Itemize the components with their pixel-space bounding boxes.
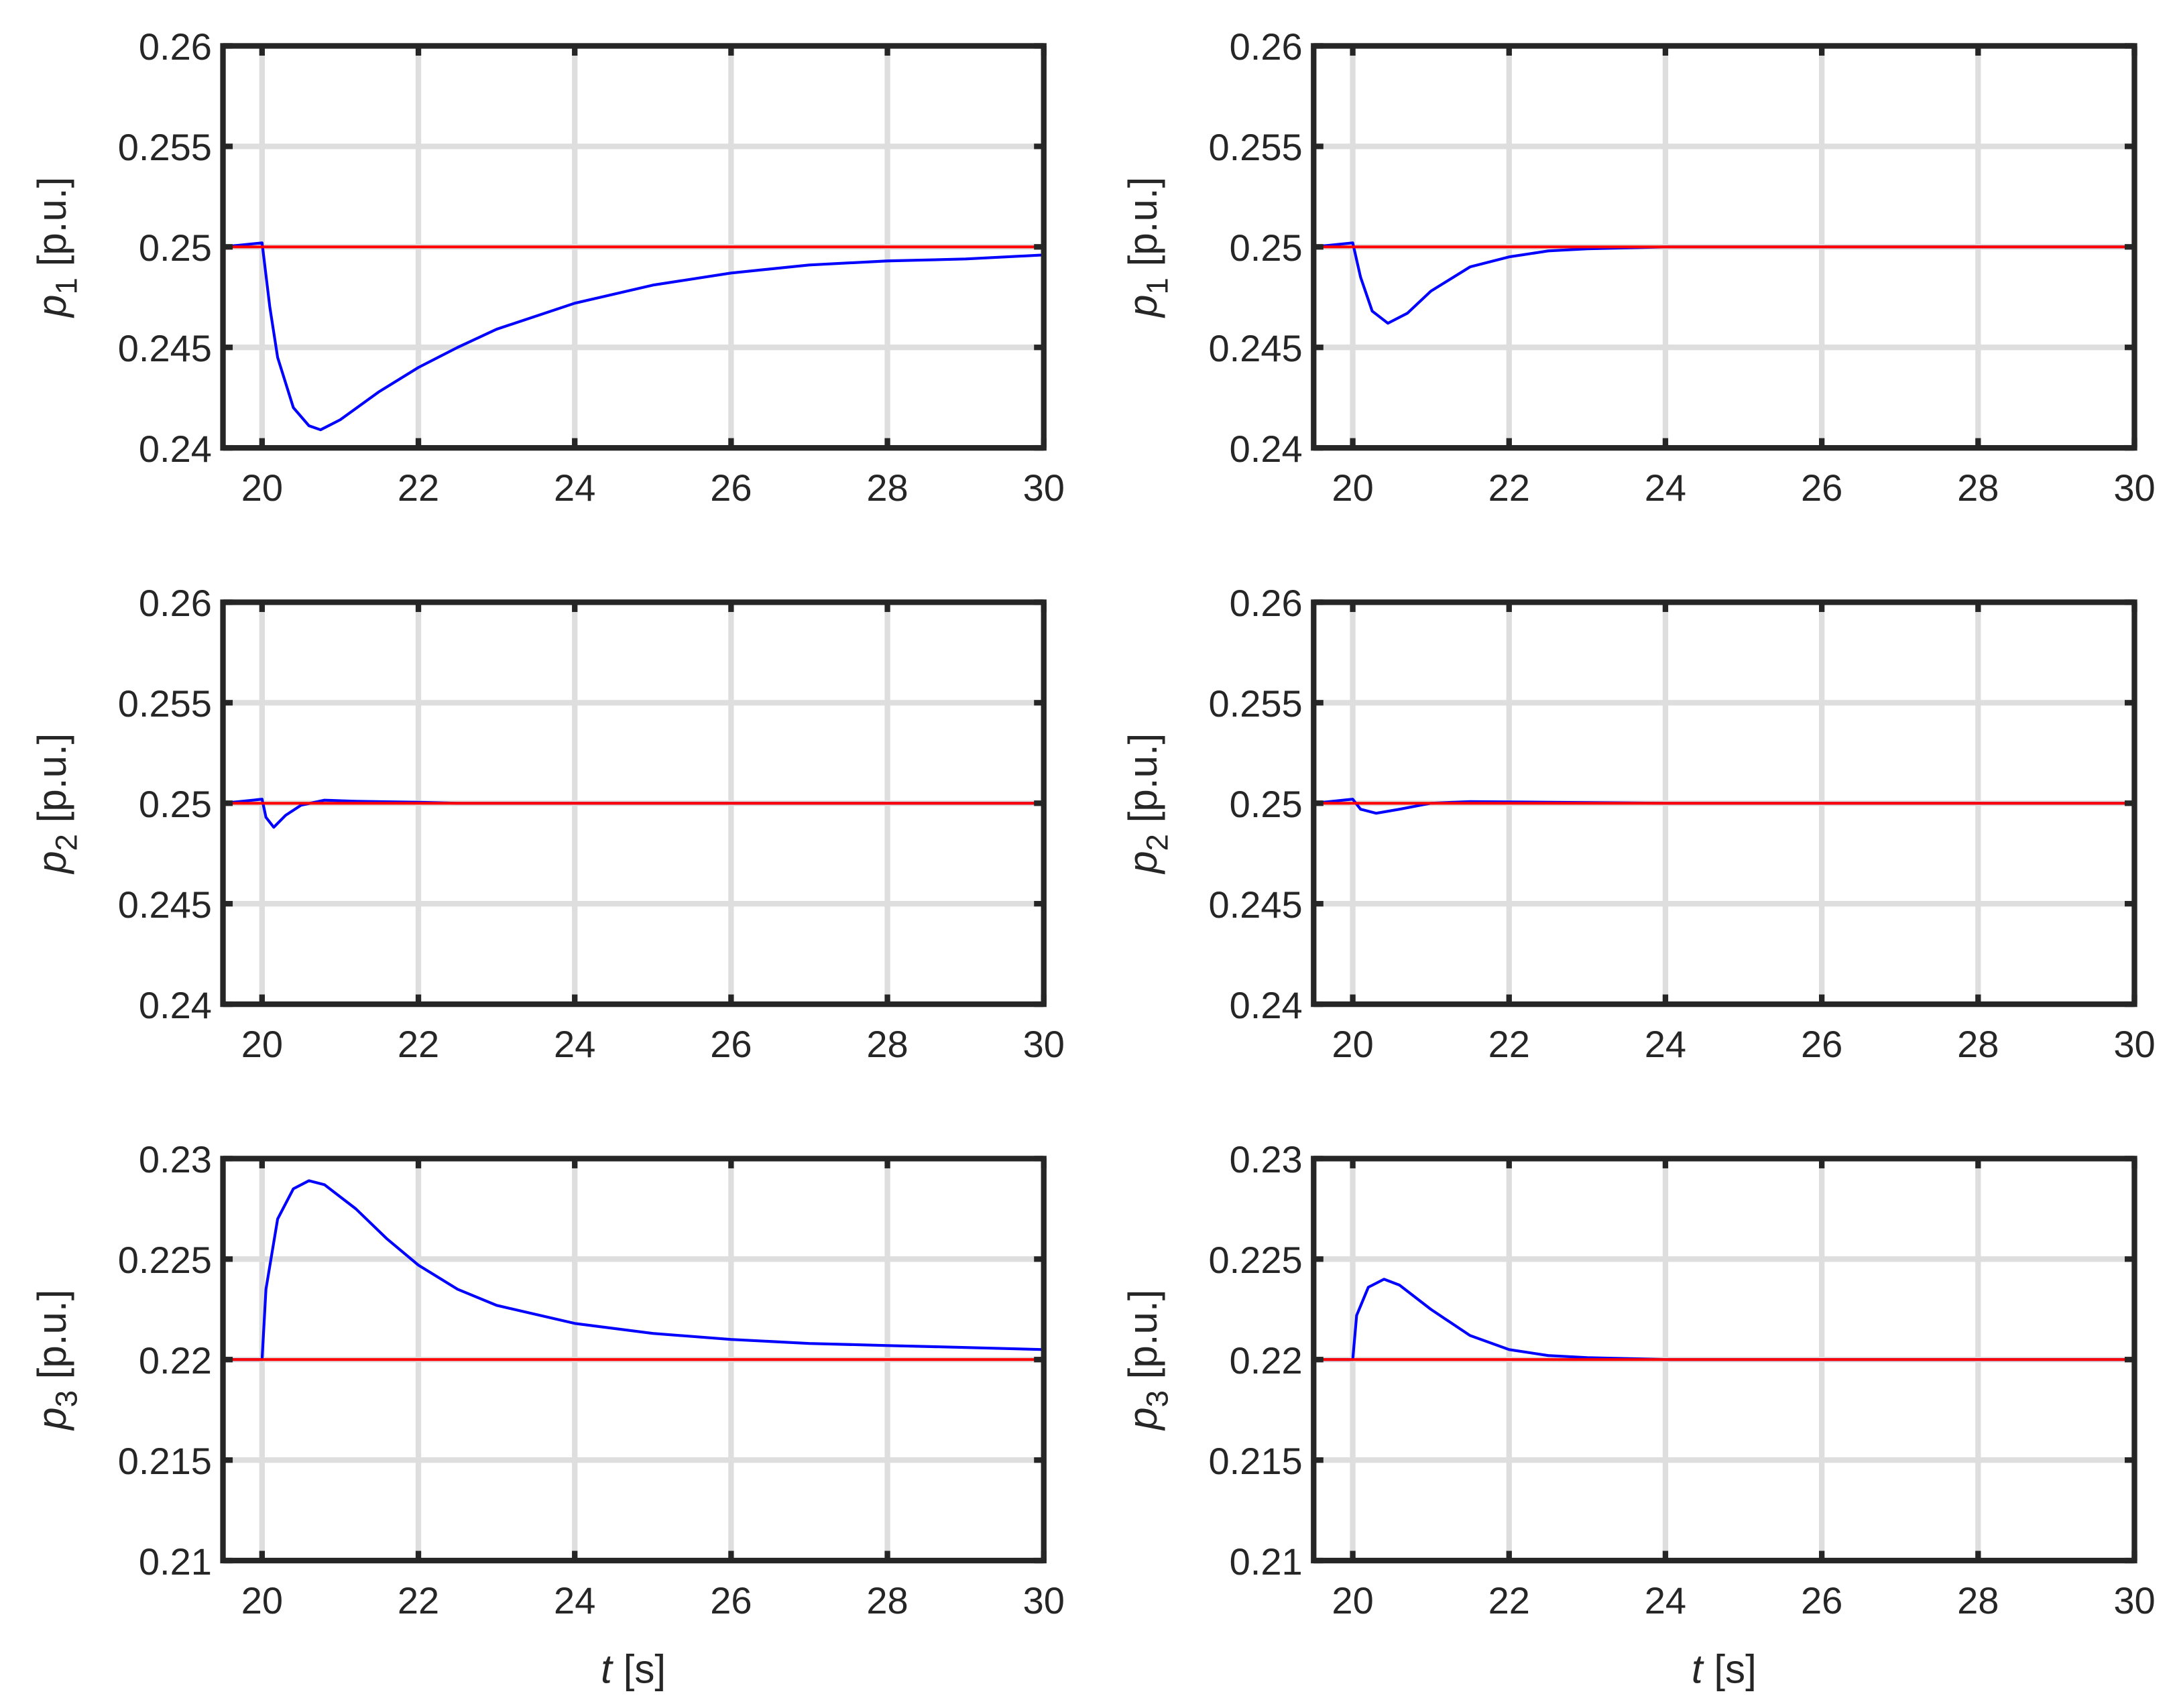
response-line xyxy=(223,241,1044,432)
y-tick-label: 0.21 xyxy=(139,1540,212,1583)
x-tick-label: 24 xyxy=(554,1579,595,1622)
x-tick-label: 24 xyxy=(554,1023,595,1065)
y-tick-label: 0.245 xyxy=(1208,883,1302,926)
y-tick-label: 0.245 xyxy=(1208,327,1302,369)
x-tick-label: 22 xyxy=(1488,1579,1530,1622)
y-tick-label: 0.21 xyxy=(1230,1540,1303,1583)
y-tick-label: 0.24 xyxy=(1230,428,1303,470)
y-tick-label: 0.25 xyxy=(139,227,212,269)
x-tick-label: 20 xyxy=(241,467,283,509)
y-tick-label: 0.23 xyxy=(139,1138,212,1180)
x-tick-label: 30 xyxy=(1023,1579,1065,1622)
x-tick-label: 24 xyxy=(1645,467,1686,509)
x-tick-label: 22 xyxy=(398,467,439,509)
y-tick-label: 0.255 xyxy=(1208,126,1302,168)
y-tick-label: 0.255 xyxy=(118,126,212,168)
x-tick-label: 20 xyxy=(1332,1023,1373,1065)
x-axis-label: t [s] xyxy=(1692,1647,1757,1692)
x-tick-label: 20 xyxy=(241,1023,283,1065)
x-tick-label: 26 xyxy=(1801,467,1842,509)
x-tick-label: 28 xyxy=(1957,467,1999,509)
x-tick-label: 30 xyxy=(2113,467,2155,509)
x-tick-label: 22 xyxy=(398,1023,439,1065)
x-tick-label: 28 xyxy=(1957,1579,1999,1622)
x-tick-label: 30 xyxy=(2113,1023,2155,1065)
x-tick-label: 22 xyxy=(1488,467,1530,509)
subplot-middle-left: 20 22 24 26 28 30 0.24 0.245 0.25 0.255 0.26 p2 [p.… xyxy=(30,582,1065,1065)
x-axis-label: t [s] xyxy=(601,1647,666,1692)
y-tick-label: 0.225 xyxy=(1208,1239,1302,1281)
y-axis-label: p1 [p.u.] xyxy=(30,177,84,318)
y-axis-label: p2 [p.u.] xyxy=(1120,733,1175,875)
y-axis-label: p1 [p.u.] xyxy=(1120,177,1175,318)
y-tick-label: 0.215 xyxy=(118,1440,212,1482)
y-tick-label: 0.26 xyxy=(139,582,212,624)
x-tick-label: 24 xyxy=(554,467,595,509)
y-tick-label: 0.26 xyxy=(139,25,212,68)
x-tick-label: 28 xyxy=(866,467,908,509)
subplot-bottom-right: 20 22 24 26 28 30 0.21 0.215 0.22 0.225 0.23 p3 [p.… xyxy=(1120,1138,2156,1691)
y-tick-label: 0.25 xyxy=(1230,227,1303,269)
x-tick-label: 30 xyxy=(1023,1023,1065,1065)
x-tick-label: 22 xyxy=(1488,1023,1530,1065)
subplot-middle-right: 20 22 24 26 28 30 0.24 0.245 0.25 0.255 0.26 p2 [p.… xyxy=(1120,582,2156,1065)
subplot-bottom-left: 20 22 24 26 28 30 0.21 0.215 0.22 0.225 0.23 p3 [p.… xyxy=(30,1138,1065,1691)
y-axis-label: p3 [p.u.] xyxy=(30,1290,84,1431)
x-tick-label: 26 xyxy=(710,467,752,509)
y-tick-label: 0.22 xyxy=(139,1339,212,1382)
y-tick-label: 0.23 xyxy=(1230,1138,1303,1180)
y-tick-label: 0.225 xyxy=(118,1239,212,1281)
y-tick-label: 0.25 xyxy=(1230,783,1303,825)
x-tick-label: 26 xyxy=(1801,1579,1842,1622)
y-tick-label: 0.245 xyxy=(118,883,212,926)
x-tick-label: 30 xyxy=(2113,1579,2155,1622)
y-tick-label: 0.24 xyxy=(139,984,212,1026)
subplot-top-left: 20 22 24 26 28 30 0.24 0.245 0.25 0.255 0.26 p1 [p.… xyxy=(30,25,1065,509)
y-tick-label: 0.24 xyxy=(139,428,212,470)
y-tick-label: 0.255 xyxy=(118,682,212,725)
y-tick-label: 0.255 xyxy=(1208,682,1302,725)
x-tick-label: 20 xyxy=(241,1579,283,1622)
x-tick-label: 28 xyxy=(1957,1023,1999,1065)
y-tick-label: 0.24 xyxy=(1230,984,1303,1026)
y-tick-label: 0.26 xyxy=(1230,25,1303,68)
x-tick-label: 20 xyxy=(1332,1579,1373,1622)
x-tick-label: 28 xyxy=(866,1579,908,1622)
y-tick-label: 0.22 xyxy=(1230,1339,1303,1382)
response-line xyxy=(223,1179,1044,1361)
x-tick-label: 26 xyxy=(710,1579,752,1622)
y-tick-label: 0.26 xyxy=(1230,582,1303,624)
x-tick-label: 26 xyxy=(1801,1023,1842,1065)
y-tick-label: 0.25 xyxy=(139,783,212,825)
subplot-top-right: 20 22 24 26 28 30 0.24 0.245 0.25 0.255 0.26 p1 [p.… xyxy=(1120,25,2156,509)
x-tick-label: 26 xyxy=(710,1023,752,1065)
x-tick-label: 28 xyxy=(866,1023,908,1065)
y-tick-label: 0.245 xyxy=(118,327,212,369)
x-tick-label: 22 xyxy=(398,1579,439,1622)
x-tick-label: 24 xyxy=(1645,1579,1686,1622)
response-line xyxy=(1313,241,2135,325)
x-tick-label: 20 xyxy=(1332,467,1373,509)
x-tick-label: 30 xyxy=(1023,467,1065,509)
y-tick-label: 0.215 xyxy=(1208,1440,1302,1482)
response-line xyxy=(1313,1278,2135,1361)
y-axis-label: p3 [p.u.] xyxy=(1120,1290,1175,1431)
x-tick-label: 24 xyxy=(1645,1023,1686,1065)
y-axis-label: p2 [p.u.] xyxy=(30,733,84,875)
